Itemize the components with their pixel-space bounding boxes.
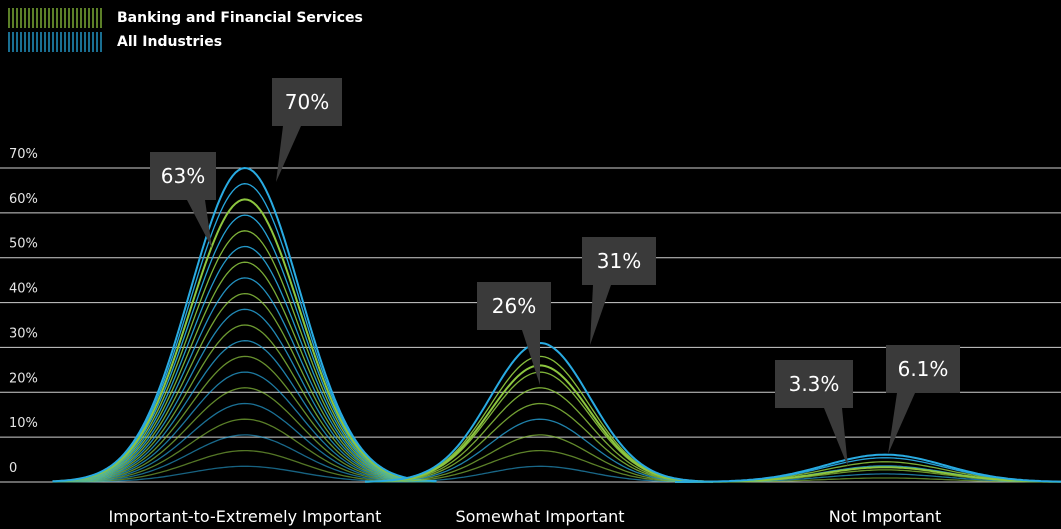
curve-line [52,340,437,483]
callout-pointer [824,408,848,467]
legend-swatch-banking-icon [8,8,102,28]
curve-line [365,449,713,483]
curve-line [364,418,713,483]
curve-line [52,277,437,483]
data-label: 31% [597,249,641,273]
curve-line [52,355,437,483]
curve-line [52,387,437,483]
curve-line [52,166,437,483]
curve-line [364,371,713,483]
y-tick-label: 10% [9,416,38,431]
callout-box [150,152,216,200]
callout: 6.1% [886,345,960,454]
data-label: 70% [285,90,329,114]
callout-box [582,237,656,285]
data-label: 6.1% [898,357,949,381]
callout-box [775,360,853,408]
curve-line [365,402,713,483]
legend-label-banking: Banking and Financial Services [117,10,363,26]
callout: 70% [272,78,342,182]
legend-item-all-industries: All Industries [8,30,363,54]
callouts: 63% 26% 3.3% 70% 31% 6.1% [150,78,960,467]
callout: 3.3% [775,360,853,467]
callout-pointer [522,330,540,385]
y-tick-label: 50% [9,237,38,252]
y-tick-label: 40% [9,282,38,297]
curve-line [52,434,437,483]
data-label: 26% [492,294,536,318]
y-tick-label: 70% [9,147,38,162]
curve-line [52,292,437,483]
category-label: Not Important [829,507,941,526]
category-label: Important-to-Extremely Important [109,507,382,526]
callout-box [886,345,960,393]
callout: 31% [582,237,656,345]
curve-line [52,402,437,483]
curve-line [52,308,437,483]
data-label: 3.3% [789,372,840,396]
callout-box [477,282,551,330]
data-label: 63% [161,164,205,188]
curve-line [52,324,437,483]
curve-line [52,418,437,483]
callout-pointer [276,126,301,182]
legend-label-all-industries: All Industries [117,34,223,50]
curve-line [52,230,437,483]
curve-line [675,453,1061,483]
curve-line [52,261,437,483]
callout-pointer [187,200,212,248]
legend: Banking and Financial Services All Indus… [8,6,363,54]
curve-line [365,465,713,483]
curve-line [52,371,437,483]
curve-line [52,449,437,483]
curve-line [365,434,713,483]
y-tick-label: 60% [9,192,38,207]
grid-lines [0,167,1061,483]
legend-swatch-all-industries-icon [8,32,102,52]
callout-pointer [590,285,611,345]
category-label: Somewhat Important [455,507,624,526]
curve-line [365,364,714,483]
curve-line [364,387,714,483]
axis-labels: 0 10% 20% 30% 40% 50% 60% 70% Important-to-Extre… [9,147,941,526]
y-tick-label: 30% [9,326,38,341]
curve-line [52,214,437,483]
curve-line [52,198,437,483]
callout-box [272,78,342,126]
callout-pointer [888,393,915,454]
callout: 26% [477,282,551,385]
y-tick-label: 0 [9,461,17,476]
legend-item-banking: Banking and Financial Services [8,6,363,30]
callout: 63% [150,152,216,248]
curve-line [52,245,437,483]
y-tick-label: 20% [9,371,38,386]
